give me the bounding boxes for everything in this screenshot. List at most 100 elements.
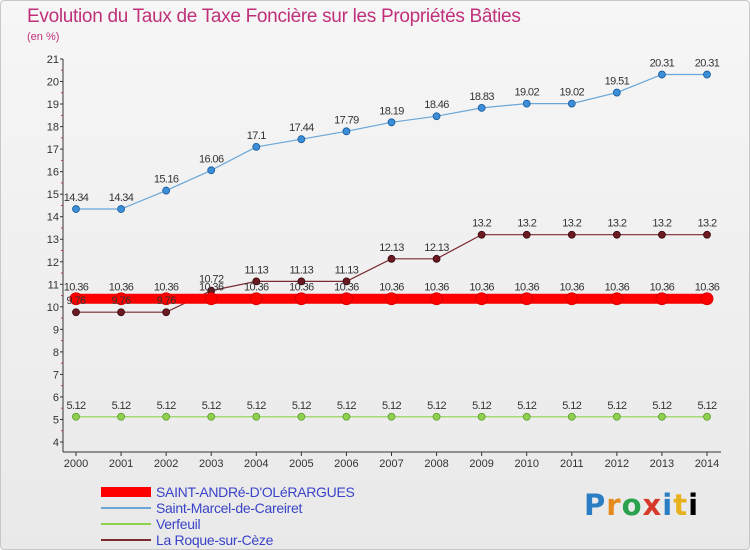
legend-label: La Roque-sur-Cèze xyxy=(156,532,274,548)
data-label: 5.12 xyxy=(157,400,176,412)
data-point xyxy=(567,99,576,108)
data-label: 20.31 xyxy=(695,58,720,70)
data-point xyxy=(612,88,621,97)
data-label: 16.06 xyxy=(199,153,224,165)
data-point xyxy=(610,292,624,306)
x-tick-label: 2012 xyxy=(605,458,629,470)
data-point xyxy=(703,412,711,421)
data-point xyxy=(162,412,171,421)
data-label: 9.76 xyxy=(66,295,85,307)
data-point xyxy=(432,412,441,421)
data-point xyxy=(612,230,621,239)
data-point xyxy=(430,292,443,306)
data-point xyxy=(387,254,396,263)
data-point xyxy=(342,127,351,136)
data-label: 18.46 xyxy=(424,99,449,111)
y-tick-label: 13 xyxy=(47,234,59,246)
data-label: 10.36 xyxy=(244,282,269,294)
y-tick-label: 15 xyxy=(47,189,59,201)
data-label: 11.13 xyxy=(244,264,268,276)
data-point xyxy=(69,292,83,306)
data-point xyxy=(294,292,308,306)
data-label: 5.12 xyxy=(292,400,311,412)
y-tick-label: 8 xyxy=(53,347,59,359)
data-point xyxy=(432,254,441,263)
data-label: 5.12 xyxy=(202,400,221,412)
data-label: 19.02 xyxy=(560,87,585,99)
x-tick-label: 2011 xyxy=(560,458,584,470)
x-tick-label: 2009 xyxy=(469,458,493,470)
data-label: 20.31 xyxy=(650,58,675,70)
y-tick-label: 18 xyxy=(47,122,59,134)
data-point xyxy=(72,412,80,421)
data-point xyxy=(207,166,216,175)
data-label: 11.13 xyxy=(289,264,313,276)
data-label: 5.12 xyxy=(517,400,536,412)
data-label: 19.02 xyxy=(514,87,539,99)
data-label: 10.36 xyxy=(650,282,675,294)
data-point xyxy=(342,277,351,286)
data-label: 10.36 xyxy=(334,282,359,294)
data-label: 5.12 xyxy=(382,400,401,412)
data-point xyxy=(520,292,534,306)
data-label: 17.1 xyxy=(247,130,266,142)
y-tick-label: 21 xyxy=(47,54,59,66)
data-label: 5.12 xyxy=(697,400,716,412)
data-label: 5.12 xyxy=(112,400,131,412)
data-label: 5.12 xyxy=(427,400,446,412)
data-label: 9.76 xyxy=(157,295,176,307)
data-label: 10.36 xyxy=(469,282,494,294)
data-label: 10.72 xyxy=(199,274,224,286)
logo-letter: t xyxy=(673,488,689,522)
data-label: 11.13 xyxy=(335,264,359,276)
data-point xyxy=(612,412,621,421)
data-point xyxy=(432,112,441,121)
x-tick-label: 2005 xyxy=(289,458,313,470)
data-point xyxy=(655,292,669,306)
data-label: 10.36 xyxy=(695,282,720,294)
data-label: 10.36 xyxy=(64,282,89,294)
data-point xyxy=(658,412,666,421)
data-point xyxy=(477,230,486,239)
data-point xyxy=(477,412,486,421)
y-tick-label: 11 xyxy=(48,279,59,291)
data-point xyxy=(249,292,263,306)
proxiti-logo: Proxiti xyxy=(584,488,699,522)
data-label: 17.44 xyxy=(289,122,314,134)
data-point xyxy=(72,308,80,317)
y-tick-label: 20 xyxy=(47,77,59,89)
data-label: 13.2 xyxy=(472,218,491,230)
legend-label: Verfeuil xyxy=(156,516,201,532)
data-point xyxy=(385,292,398,306)
y-tick-label: 17 xyxy=(47,144,59,156)
data-label: 13.2 xyxy=(652,218,671,230)
legend-swatch xyxy=(101,539,151,541)
x-tick-label: 2008 xyxy=(424,458,448,470)
data-label: 15.16 xyxy=(154,174,179,186)
data-label: 10.36 xyxy=(424,282,449,294)
data-label: 12.13 xyxy=(379,242,404,254)
data-point xyxy=(162,308,171,317)
x-tick-label: 2001 xyxy=(109,458,133,470)
data-point xyxy=(159,292,173,306)
data-label: 5.12 xyxy=(472,400,491,412)
data-label: 13.2 xyxy=(562,218,581,230)
data-point xyxy=(565,292,579,306)
data-label: 5.12 xyxy=(562,400,581,412)
data-label: 14.34 xyxy=(109,192,134,204)
logo-letter: r xyxy=(606,488,622,522)
data-label: 5.12 xyxy=(247,400,266,412)
data-label: 10.36 xyxy=(154,282,179,294)
data-label: 5.12 xyxy=(66,400,85,412)
data-label: 10.36 xyxy=(379,282,404,294)
data-label: 10.36 xyxy=(109,282,134,294)
x-tick-label: 2013 xyxy=(650,458,674,470)
series-line xyxy=(76,73,707,210)
data-label: 10.36 xyxy=(605,282,630,294)
data-point xyxy=(567,230,576,239)
data-label: 5.12 xyxy=(607,400,626,412)
data-label: 10.36 xyxy=(560,282,585,294)
data-label: 13.2 xyxy=(607,218,626,230)
y-tick-label: 5 xyxy=(53,414,59,426)
